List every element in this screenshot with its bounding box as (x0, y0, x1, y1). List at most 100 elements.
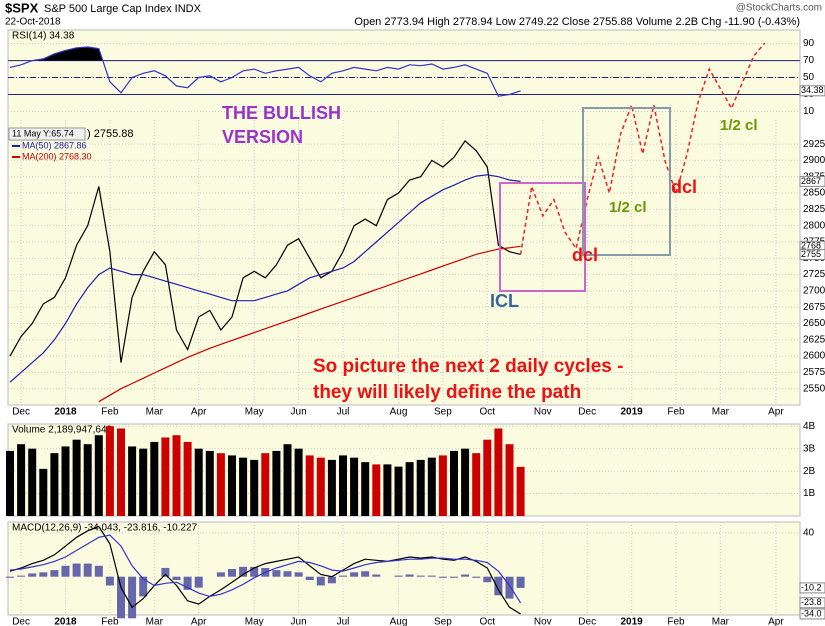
volume-bar (128, 446, 137, 516)
x-tick-label: Mar (712, 407, 730, 418)
x-tick-label: Dec (578, 617, 596, 626)
volume-bar (150, 441, 159, 516)
value-tag-label: 2755 (801, 249, 821, 259)
histogram-bar (438, 576, 447, 578)
volume-bar (105, 426, 114, 516)
value-tag (799, 248, 825, 260)
x-tick-label: Sep (434, 407, 452, 418)
line (9, 46, 521, 97)
x-tick-label: Jun (291, 617, 307, 626)
volume-panel-bg (7, 423, 801, 517)
value-tag (799, 597, 825, 609)
annotation: VERSION (222, 127, 303, 147)
x-tick-label: Aug (390, 407, 408, 418)
x-tick-label: 2019 (620, 617, 643, 626)
volume-bar (516, 466, 525, 516)
volume-bar (50, 453, 59, 516)
x-tick-label: 2018 (54, 407, 77, 418)
volume-bar (161, 437, 170, 516)
x-tick-label: Oct (480, 617, 496, 626)
x-tick-label: 2018 (54, 617, 77, 626)
histogram-bar (117, 576, 125, 619)
volume-bar (294, 448, 303, 516)
value-tag (799, 175, 825, 187)
x-tick-label: May (245, 407, 264, 418)
y-tick-label: 3B (803, 443, 816, 454)
symbol: $SPX (5, 0, 39, 15)
volume-bar (183, 441, 192, 516)
histogram-bar (72, 563, 81, 577)
line (519, 42, 766, 255)
y-tick-label: 40 (803, 528, 815, 539)
volume-bar (272, 450, 281, 516)
x-tick-label: May (245, 617, 264, 626)
histogram-bar (283, 571, 292, 577)
histogram-bar (327, 576, 336, 584)
volume-bar (139, 448, 148, 516)
histogram-bar (128, 576, 137, 619)
tooltip: 11 May Y:65.74 (12, 128, 74, 138)
x-tick-label: Apr (191, 407, 207, 418)
y-tick-label: 2925 (803, 139, 825, 150)
volume-bar (316, 457, 325, 516)
volume-bar (283, 444, 292, 516)
value-tag (799, 85, 825, 97)
histogram-bar (161, 567, 170, 577)
y-tick-label: 2B (803, 466, 816, 477)
value-tag-label: 2867 (801, 176, 821, 186)
x-tick-label: Dec (12, 407, 30, 418)
volume-bar (461, 448, 470, 516)
annotation: 1/2 cl (609, 199, 647, 216)
volume-bar (339, 455, 347, 516)
y-tick-label: 2850 (803, 188, 825, 199)
index-name: S&P 500 Large Cap Index INDX (44, 3, 202, 15)
histogram-bar (372, 574, 381, 577)
tooltip-box (8, 127, 86, 141)
histogram-bar (139, 576, 148, 597)
annotation: dcl (671, 177, 697, 197)
macd-panel-bg (7, 521, 801, 616)
line (98, 245, 521, 403)
y-tick-label: 50 (803, 72, 815, 83)
value-tag (799, 582, 825, 594)
y-tick-label: 2900 (803, 155, 825, 166)
x-tick-label: Jul (337, 617, 350, 626)
annotation: they will likely define the path (313, 382, 581, 403)
histogram-bar (28, 573, 37, 577)
x-tick-label: Oct (480, 407, 496, 418)
y-tick-label: 2675 (803, 302, 825, 313)
x-tick-label: Jul (337, 407, 350, 418)
histogram-bar (183, 576, 192, 590)
x-tick-label: Apr (191, 617, 207, 626)
histogram-bar (228, 569, 236, 577)
annotation: dcl (572, 245, 598, 265)
y-tick-label: 2600 (803, 351, 825, 362)
x-tick-label: Feb (101, 617, 119, 626)
annotation: THE BULLISH (222, 103, 341, 123)
histogram-bar (416, 575, 425, 577)
value-tag-label: 34.38 (801, 85, 824, 95)
volume-bar (6, 450, 14, 516)
histogram-bar (250, 566, 259, 577)
histogram-bar (272, 570, 281, 577)
x-tick-label: Mar (146, 407, 164, 418)
value-tag-label: -23.8 (801, 597, 822, 607)
y-tick-label: 2650 (803, 318, 825, 329)
volume-bar (239, 457, 248, 516)
y-tick-label: 2825 (803, 204, 825, 215)
volume-bar (94, 435, 103, 516)
histogram-bar (39, 572, 48, 577)
x-tick-label: Apr (768, 407, 784, 418)
panel-title: MACD(12,26,9) -34.043, -23.816, -10.227 (12, 523, 198, 534)
legend-label: MA(200) 2768.30 (22, 151, 92, 161)
area (10, 46, 521, 61)
histogram-bar (316, 576, 325, 586)
volume-bar (305, 455, 314, 516)
x-tick-label: Dec (12, 617, 30, 626)
volume-bar (450, 450, 458, 516)
histogram-bar (172, 576, 181, 580)
histogram-bar (339, 575, 347, 577)
x-tick-label: Feb (667, 617, 685, 626)
volume-bar (427, 457, 436, 516)
y-tick-label: 2550 (803, 383, 825, 394)
